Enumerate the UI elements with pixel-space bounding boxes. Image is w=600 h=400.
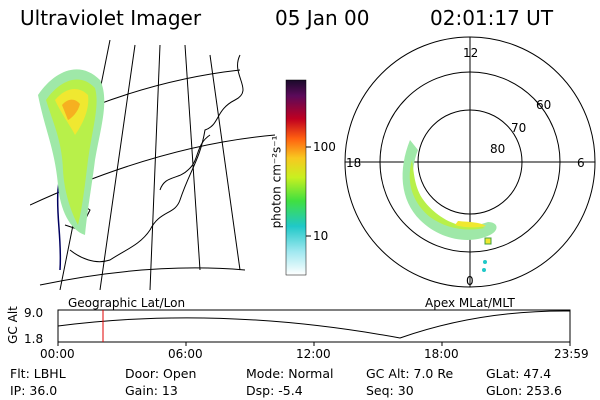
altitude-ylabel: GC Alt [5, 306, 20, 344]
info-gain: Gain: 13 [125, 383, 178, 398]
geographic-caption: Geographic Lat/Lon [68, 296, 186, 310]
time-tick-1200: 12:00 [296, 347, 331, 361]
info-glat: GLat: 47.4 [486, 366, 552, 381]
altitude-ytick-low: 1.8 [24, 332, 44, 346]
info-door: Door: Open [125, 366, 197, 381]
mlt-label-0: 0 [466, 274, 474, 288]
info-flt: Flt: LBHL [10, 366, 66, 381]
info-ip: IP: 36.0 [10, 383, 58, 398]
lat-label-70: 70 [511, 121, 527, 135]
observation-time: 02:01:17 UT [430, 6, 554, 30]
lat-label-60: 60 [536, 98, 552, 112]
colorbar-label: photon cm⁻²s⁻¹ [269, 135, 284, 229]
mlt-label-6: 6 [577, 156, 585, 170]
apex-caption: Apex MLat/MLT [425, 296, 515, 310]
colorbar-tick-100: 100 [313, 140, 336, 154]
time-tick-0600: 06:00 [168, 347, 203, 361]
info-seq: Seq: 30 [366, 383, 414, 398]
info-gcalt: GC Alt: 7.0 Re [366, 366, 454, 381]
observation-date: 05 Jan 00 [275, 6, 370, 30]
altitude-curve [57, 310, 571, 339]
altitude-ytick-high: 9.0 [24, 306, 44, 320]
instrument-title: Ultraviolet Imager [20, 6, 202, 30]
mlt-label-18: 18 [346, 156, 362, 170]
info-mode: Mode: Normal [246, 366, 334, 381]
info-dsp: Dsp: -5.4 [246, 383, 303, 398]
altitude-plot-frame [57, 309, 571, 343]
time-tick-1800: 18:00 [424, 347, 459, 361]
time-tick-2359: 23:59 [554, 347, 589, 361]
time-tick-0000: 00:00 [40, 347, 75, 361]
colorbar [285, 79, 307, 276]
lat-label-80: 80 [490, 142, 506, 156]
colorbar-tick-10: 10 [313, 229, 329, 243]
mlt-label-12: 12 [463, 46, 479, 60]
info-glon: GLon: 253.6 [486, 383, 562, 398]
